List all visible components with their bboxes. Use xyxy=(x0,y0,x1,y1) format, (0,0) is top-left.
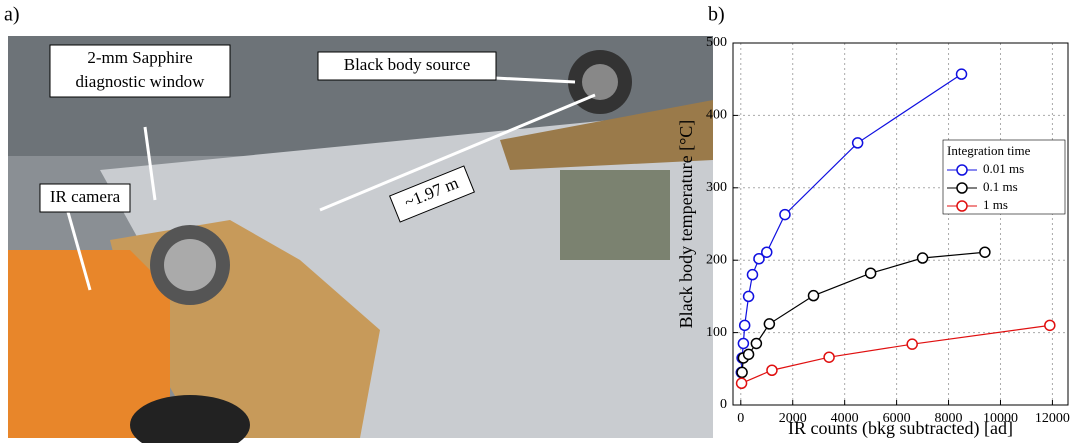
data-point xyxy=(747,270,757,280)
figure: a) 2-mm Sapphire diagnostic window Black… xyxy=(0,0,1082,443)
legend-label: 0.1 ms xyxy=(983,179,1018,194)
data-point xyxy=(737,378,747,388)
y-tick-label: 200 xyxy=(706,252,727,267)
panel-label: b) xyxy=(708,4,725,26)
data-point xyxy=(853,138,863,148)
x-tick-label: 12000 xyxy=(1035,411,1070,426)
photo xyxy=(8,36,713,443)
y-tick-label: 500 xyxy=(706,35,727,50)
y-axis-label: Black body temperature [°C] xyxy=(676,120,696,329)
data-point xyxy=(762,247,772,257)
data-point xyxy=(744,349,754,359)
data-point xyxy=(957,69,967,79)
legend-marker xyxy=(957,201,967,211)
legend-label: 0.01 ms xyxy=(983,161,1024,176)
x-tick-label: 0 xyxy=(737,411,744,426)
y-tick-label: 100 xyxy=(706,325,727,340)
series-line xyxy=(741,74,961,372)
y-tick-label: 300 xyxy=(706,180,727,195)
annotation: IR camera xyxy=(50,187,121,206)
data-point xyxy=(744,291,754,301)
data-point xyxy=(764,319,774,329)
legend-marker xyxy=(957,165,967,175)
data-point xyxy=(738,338,748,348)
data-point xyxy=(780,210,790,220)
legend-title: Integration time xyxy=(947,143,1031,158)
series-line xyxy=(742,325,1050,383)
y-tick-label: 0 xyxy=(720,397,727,412)
data-point xyxy=(907,339,917,349)
x-axis-label: IR counts (bkg subtracted) [ad] xyxy=(788,418,1013,439)
data-point xyxy=(980,247,990,257)
plot-frame xyxy=(733,43,1068,405)
legend-label: 1 ms xyxy=(983,197,1008,212)
panel-label: a) xyxy=(4,4,20,26)
data-point xyxy=(751,338,761,348)
annotation: diagnostic window xyxy=(76,72,206,91)
data-point xyxy=(737,367,747,377)
data-point xyxy=(824,352,834,362)
data-point xyxy=(866,268,876,278)
data-point xyxy=(1045,320,1055,330)
annotation: Black body source xyxy=(344,55,471,74)
data-point xyxy=(767,365,777,375)
annotation: 2-mm Sapphire xyxy=(87,48,192,67)
data-point xyxy=(740,320,750,330)
page: {"panel_a": {"label": "a)", "annotations… xyxy=(0,0,1082,443)
data-point xyxy=(809,291,819,301)
data-point xyxy=(918,253,928,263)
y-tick-label: 400 xyxy=(706,108,727,123)
legend-marker xyxy=(957,183,967,193)
